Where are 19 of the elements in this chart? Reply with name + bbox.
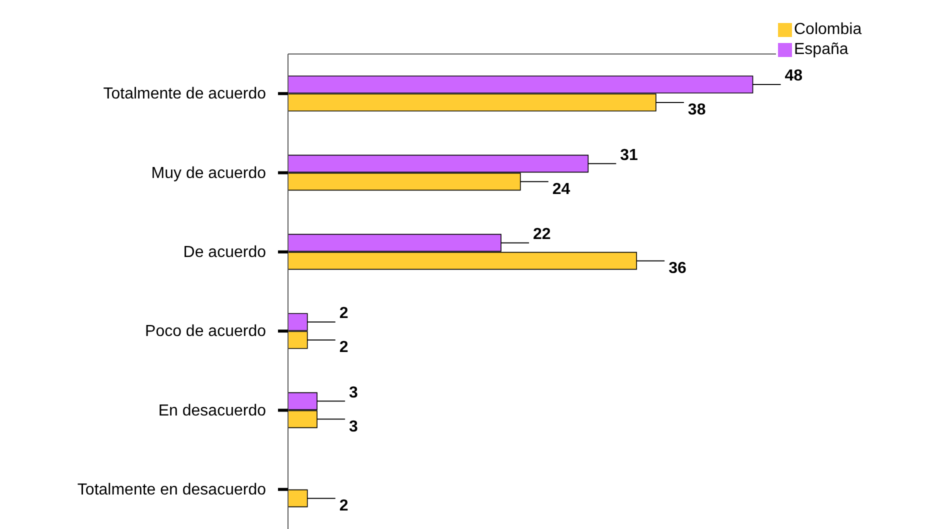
y-tick-label: Muy de acuerdo: [151, 164, 266, 182]
data-label: 2: [339, 498, 348, 515]
data-label: 24: [552, 180, 570, 198]
data-label: 31: [620, 146, 638, 164]
data-label: 36: [668, 260, 686, 278]
legend-label: Colombia: [794, 21, 862, 39]
data-label: 3: [349, 384, 358, 402]
y-tick-label: Totalmente de acuerdo: [103, 86, 266, 103]
data-label: 38: [688, 102, 706, 119]
y-tick-label: Totalmente en desacuerdo: [77, 481, 266, 498]
y-tick-label: De acuerdo: [183, 244, 266, 261]
data-label: 2: [339, 339, 348, 356]
y-tick-label: Poco de acuerdo: [145, 323, 266, 340]
data-label: 2: [339, 305, 348, 322]
legend-label: España: [794, 41, 848, 59]
data-label: 22: [533, 226, 551, 244]
data-label: 48: [784, 68, 803, 85]
y-tick-label: En desacuerdo: [158, 402, 266, 420]
data-label: 3: [349, 418, 358, 436]
